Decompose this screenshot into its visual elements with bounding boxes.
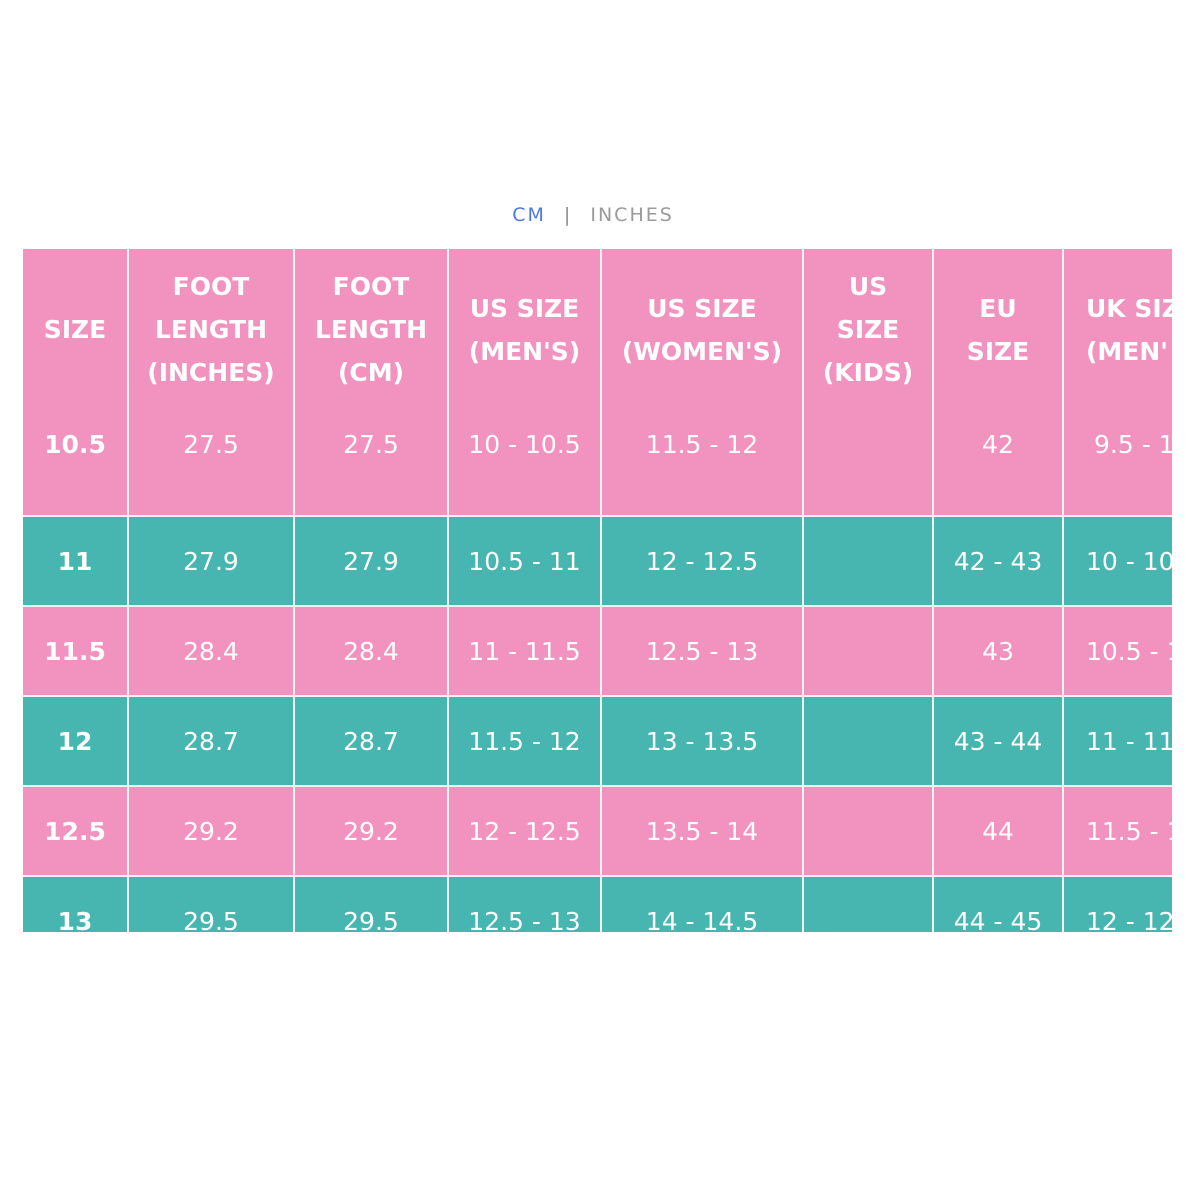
- table-row: 11 27.9 27.9 10.5 - 11 12 - 12.5 42 - 43…: [23, 515, 1172, 606]
- eu-size-cell: 43: [933, 605, 1064, 696]
- us-mens-cell: 10 - 10.5: [448, 410, 602, 516]
- uk-mens-cell: 9.5 - 1: [1063, 410, 1172, 516]
- eu-size-cell: 42 - 43: [933, 515, 1064, 606]
- header-foot-length-inches: FOOT LENGTH (INCHES): [128, 249, 295, 410]
- size-cell: 12.5: [23, 785, 129, 876]
- unit-toggle: CM | INCHES: [0, 204, 1186, 226]
- header-uk-size-mens: UK SIZ (MEN': [1063, 249, 1172, 410]
- us-womens-cell: 14 - 14.5: [601, 875, 804, 932]
- uk-mens-cell: 10.5 - 1: [1063, 605, 1172, 696]
- foot-length-cm-cell: 28.7: [294, 695, 449, 786]
- header-eu-size: EU SIZE: [933, 249, 1064, 410]
- foot-length-cm-cell: 29.2: [294, 785, 449, 876]
- us-kids-cell: [803, 695, 934, 786]
- size-cell: 11.5: [23, 605, 129, 696]
- size-cell: 10.5: [23, 410, 129, 516]
- us-mens-cell: 10.5 - 11: [448, 515, 602, 606]
- us-womens-cell: 13.5 - 14: [601, 785, 804, 876]
- header-us-size-womens: US SIZE (WOMEN'S): [601, 249, 804, 410]
- foot-length-inches-cell: 29.5: [128, 875, 295, 932]
- eu-size-cell: 44 - 45: [933, 875, 1064, 932]
- foot-length-cm-cell: 29.5: [294, 875, 449, 932]
- uk-mens-cell: 11.5 - 1: [1063, 785, 1172, 876]
- unit-separator: |: [563, 204, 573, 226]
- foot-length-inches-cell: 27.5: [128, 410, 295, 516]
- size-cell: 11: [23, 515, 129, 606]
- foot-length-inches-cell: 27.9: [128, 515, 295, 606]
- us-mens-cell: 12.5 - 13: [448, 875, 602, 932]
- unit-option-cm[interactable]: CM: [512, 204, 546, 226]
- us-kids-cell: [803, 515, 934, 606]
- us-womens-cell: 13 - 13.5: [601, 695, 804, 786]
- eu-size-cell: 42: [933, 410, 1064, 516]
- table-row: 13 29.5 29.5 12.5 - 13 14 - 14.5 44 - 45…: [23, 875, 1172, 932]
- us-womens-cell: 11.5 - 12: [601, 410, 804, 516]
- us-kids-cell: [803, 605, 934, 696]
- table-row: 12.5 29.2 29.2 12 - 12.5 13.5 - 14 44 11…: [23, 785, 1172, 876]
- foot-length-inches-cell: 29.2: [128, 785, 295, 876]
- size-chart-table: SIZE FOOT LENGTH (INCHES) FOOT LENGTH (CM) U…: [23, 249, 1172, 932]
- foot-length-cm-cell: 28.4: [294, 605, 449, 696]
- eu-size-cell: 43 - 44: [933, 695, 1064, 786]
- us-mens-cell: 12 - 12.5: [448, 785, 602, 876]
- foot-length-inches-cell: 28.4: [128, 605, 295, 696]
- us-mens-cell: 11 - 11.5: [448, 605, 602, 696]
- uk-mens-cell: 11 - 11: [1063, 695, 1172, 786]
- table-row: 11.5 28.4 28.4 11 - 11.5 12.5 - 13 43 10…: [23, 605, 1172, 696]
- size-cell: 13: [23, 875, 129, 932]
- header-us-size-mens: US SIZE (MEN'S): [448, 249, 602, 410]
- unit-option-inches[interactable]: INCHES: [590, 204, 674, 226]
- us-womens-cell: 12 - 12.5: [601, 515, 804, 606]
- foot-length-inches-cell: 28.7: [128, 695, 295, 786]
- size-chart-table-container: SIZE FOOT LENGTH (INCHES) FOOT LENGTH (CM) U…: [23, 249, 1172, 932]
- us-kids-cell: [803, 875, 934, 932]
- table-row: 10.5 27.5 27.5 10 - 10.5 11.5 - 12 42 9.…: [23, 410, 1172, 516]
- us-womens-cell: 12.5 - 13: [601, 605, 804, 696]
- uk-mens-cell: 10 - 10: [1063, 515, 1172, 606]
- us-kids-cell: [803, 410, 934, 516]
- eu-size-cell: 44: [933, 785, 1064, 876]
- us-mens-cell: 11.5 - 12: [448, 695, 602, 786]
- header-size: SIZE: [23, 249, 129, 410]
- header-row: SIZE FOOT LENGTH (INCHES) FOOT LENGTH (CM) U…: [23, 249, 1172, 410]
- header-us-size-kids: US SIZE (KIDS): [803, 249, 934, 410]
- foot-length-cm-cell: 27.5: [294, 410, 449, 516]
- foot-length-cm-cell: 27.9: [294, 515, 449, 606]
- header-foot-length-cm: FOOT LENGTH (CM): [294, 249, 449, 410]
- uk-mens-cell: 12 - 12: [1063, 875, 1172, 932]
- table-row: 12 28.7 28.7 11.5 - 12 13 - 13.5 43 - 44…: [23, 695, 1172, 786]
- size-cell: 12: [23, 695, 129, 786]
- us-kids-cell: [803, 785, 934, 876]
